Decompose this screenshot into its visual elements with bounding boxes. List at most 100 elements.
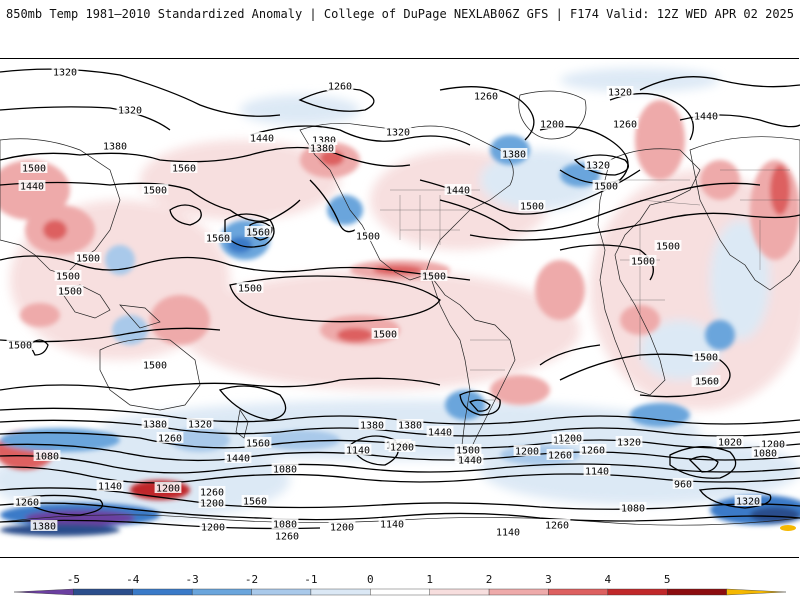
contour-label-bg — [156, 432, 184, 443]
contour-label-bg — [141, 359, 169, 370]
colorbar-swatch — [726, 588, 787, 596]
contour-label-bg — [472, 90, 500, 101]
contour-label: 1200 — [200, 499, 224, 510]
contour-label: 1440 — [458, 456, 482, 467]
colorbar-swatch — [73, 588, 133, 596]
contour-label-bg — [611, 118, 639, 129]
contour-label: 1320 — [617, 438, 641, 449]
contour-label: 1320 — [586, 161, 610, 172]
colorbar-swatches — [13, 588, 787, 596]
contour-label-bg — [198, 497, 226, 508]
contour-label-bg — [629, 255, 657, 266]
political-borders — [380, 169, 800, 401]
contour-label-bg — [204, 232, 232, 243]
contour-label-bg — [6, 339, 34, 350]
map-frame — [0, 58, 799, 558]
contour-label: 1200 — [156, 484, 180, 495]
contour-label: 1440 — [428, 428, 452, 439]
contour-label: 1380 — [310, 144, 334, 155]
contour-label: 1500 — [56, 272, 80, 283]
contour-label-bg — [759, 438, 787, 449]
contour-label: 1260 — [474, 92, 498, 103]
model-run-info: 06Z GFS | F174 Valid: 12Z WED APR 02 202… — [497, 7, 794, 21]
contour-label-bg — [170, 162, 198, 173]
contour-label: 1500 — [22, 164, 46, 175]
colorbar-swatch — [310, 588, 371, 596]
contour-label: 1500 — [631, 257, 655, 268]
contour-label: 1440 — [250, 134, 274, 145]
contour-label-bg — [20, 162, 48, 173]
colorbar-swatch — [13, 588, 74, 596]
contour-label: 1260 — [275, 532, 299, 543]
contour-label: 1500 — [422, 272, 446, 283]
colorbar-swatch — [132, 588, 193, 596]
contour-label-bg — [371, 328, 399, 339]
colorbar-tick-label: 3 — [545, 573, 552, 586]
contour-label-bg — [18, 180, 46, 191]
contour-label: 1320 — [118, 106, 142, 117]
contour-label: 1500 — [58, 287, 82, 298]
contour-label-bg — [13, 496, 41, 507]
contour-label-bg — [51, 66, 79, 77]
contour-label: 1500 — [76, 254, 100, 265]
contour-label: 1380 — [398, 421, 422, 432]
colorbar-tick-labels: -5 -4 -3 -2 -1 0 1 2 3 4 5 — [67, 573, 671, 586]
contour-label-bg — [584, 159, 612, 170]
contour-label: 1200 — [761, 440, 785, 451]
contour-label: 1500 — [238, 284, 262, 295]
map-header: 850mb Temp 1981–2010 Standardized Anomal… — [0, 0, 800, 28]
contour-label-bg — [358, 419, 386, 430]
contour-label: 1500 — [520, 202, 544, 213]
contour-label: 1380 — [32, 522, 56, 533]
contour-label: 1380 — [502, 150, 526, 161]
contour-label: 1200 — [330, 523, 354, 534]
contour-label-bg — [344, 444, 372, 455]
contour-label-bg — [396, 419, 424, 430]
contour-label: 1140 — [496, 528, 520, 539]
contour-label-bg — [513, 445, 541, 456]
colorbar-swatch — [370, 588, 430, 596]
contour-label: 1080 — [273, 520, 297, 531]
contour-label-bg — [538, 118, 566, 129]
contour-label-bg — [310, 134, 338, 145]
contour-label: 1380 — [360, 421, 384, 432]
contour-label: 1440 — [694, 112, 718, 123]
contour-label-bg — [518, 200, 546, 211]
contour-label-bg — [444, 184, 472, 195]
colorbar-swatch — [667, 588, 727, 596]
contour-label-bg — [672, 478, 694, 489]
contour-label-bg — [388, 441, 416, 452]
colorbar-swatch — [548, 588, 609, 596]
contour-label: 1500 — [594, 182, 618, 193]
contour-label-bg — [273, 530, 301, 541]
contour-label: 1380 — [143, 420, 167, 431]
contour-label-bg — [500, 148, 528, 159]
contour-label: 1140 — [346, 446, 370, 457]
colorbar-swatch — [488, 588, 549, 596]
contour-label-bg — [426, 426, 454, 437]
contour-label-bg — [236, 282, 264, 293]
contour-label: 1080 — [273, 465, 297, 476]
contour-label-bg — [579, 444, 607, 455]
anomaly-shading-strong — [0, 100, 800, 536]
contour-label-bg — [116, 104, 144, 115]
anomaly-map: 1320 1320 1260 1260 1320 1380 1440 1380 1320 1200… — [0, 66, 800, 543]
contour-label-bg — [198, 486, 226, 497]
colorbar-swatch — [607, 588, 668, 596]
contour-label: 1380 — [312, 136, 336, 147]
contour-label: 1260 — [158, 434, 182, 445]
colorbar-tick-label: 2 — [486, 573, 493, 586]
colorbar-swatch — [251, 588, 312, 596]
contour-label: 1260 — [328, 82, 352, 93]
contour-label-bg — [199, 521, 227, 532]
contour-label: 1260 — [581, 446, 605, 457]
contour-label-bg — [328, 521, 356, 532]
contour-label: 1440 — [446, 186, 470, 197]
contour-label: 1380 — [103, 142, 127, 153]
contour-label: 1440 — [226, 454, 250, 465]
contour-label-bg — [33, 450, 61, 461]
contour-label: 1320 — [53, 68, 77, 79]
contour-label: 1500 — [373, 330, 397, 341]
contour-label-bg — [378, 518, 406, 529]
contour-label: 1500 — [143, 361, 167, 372]
